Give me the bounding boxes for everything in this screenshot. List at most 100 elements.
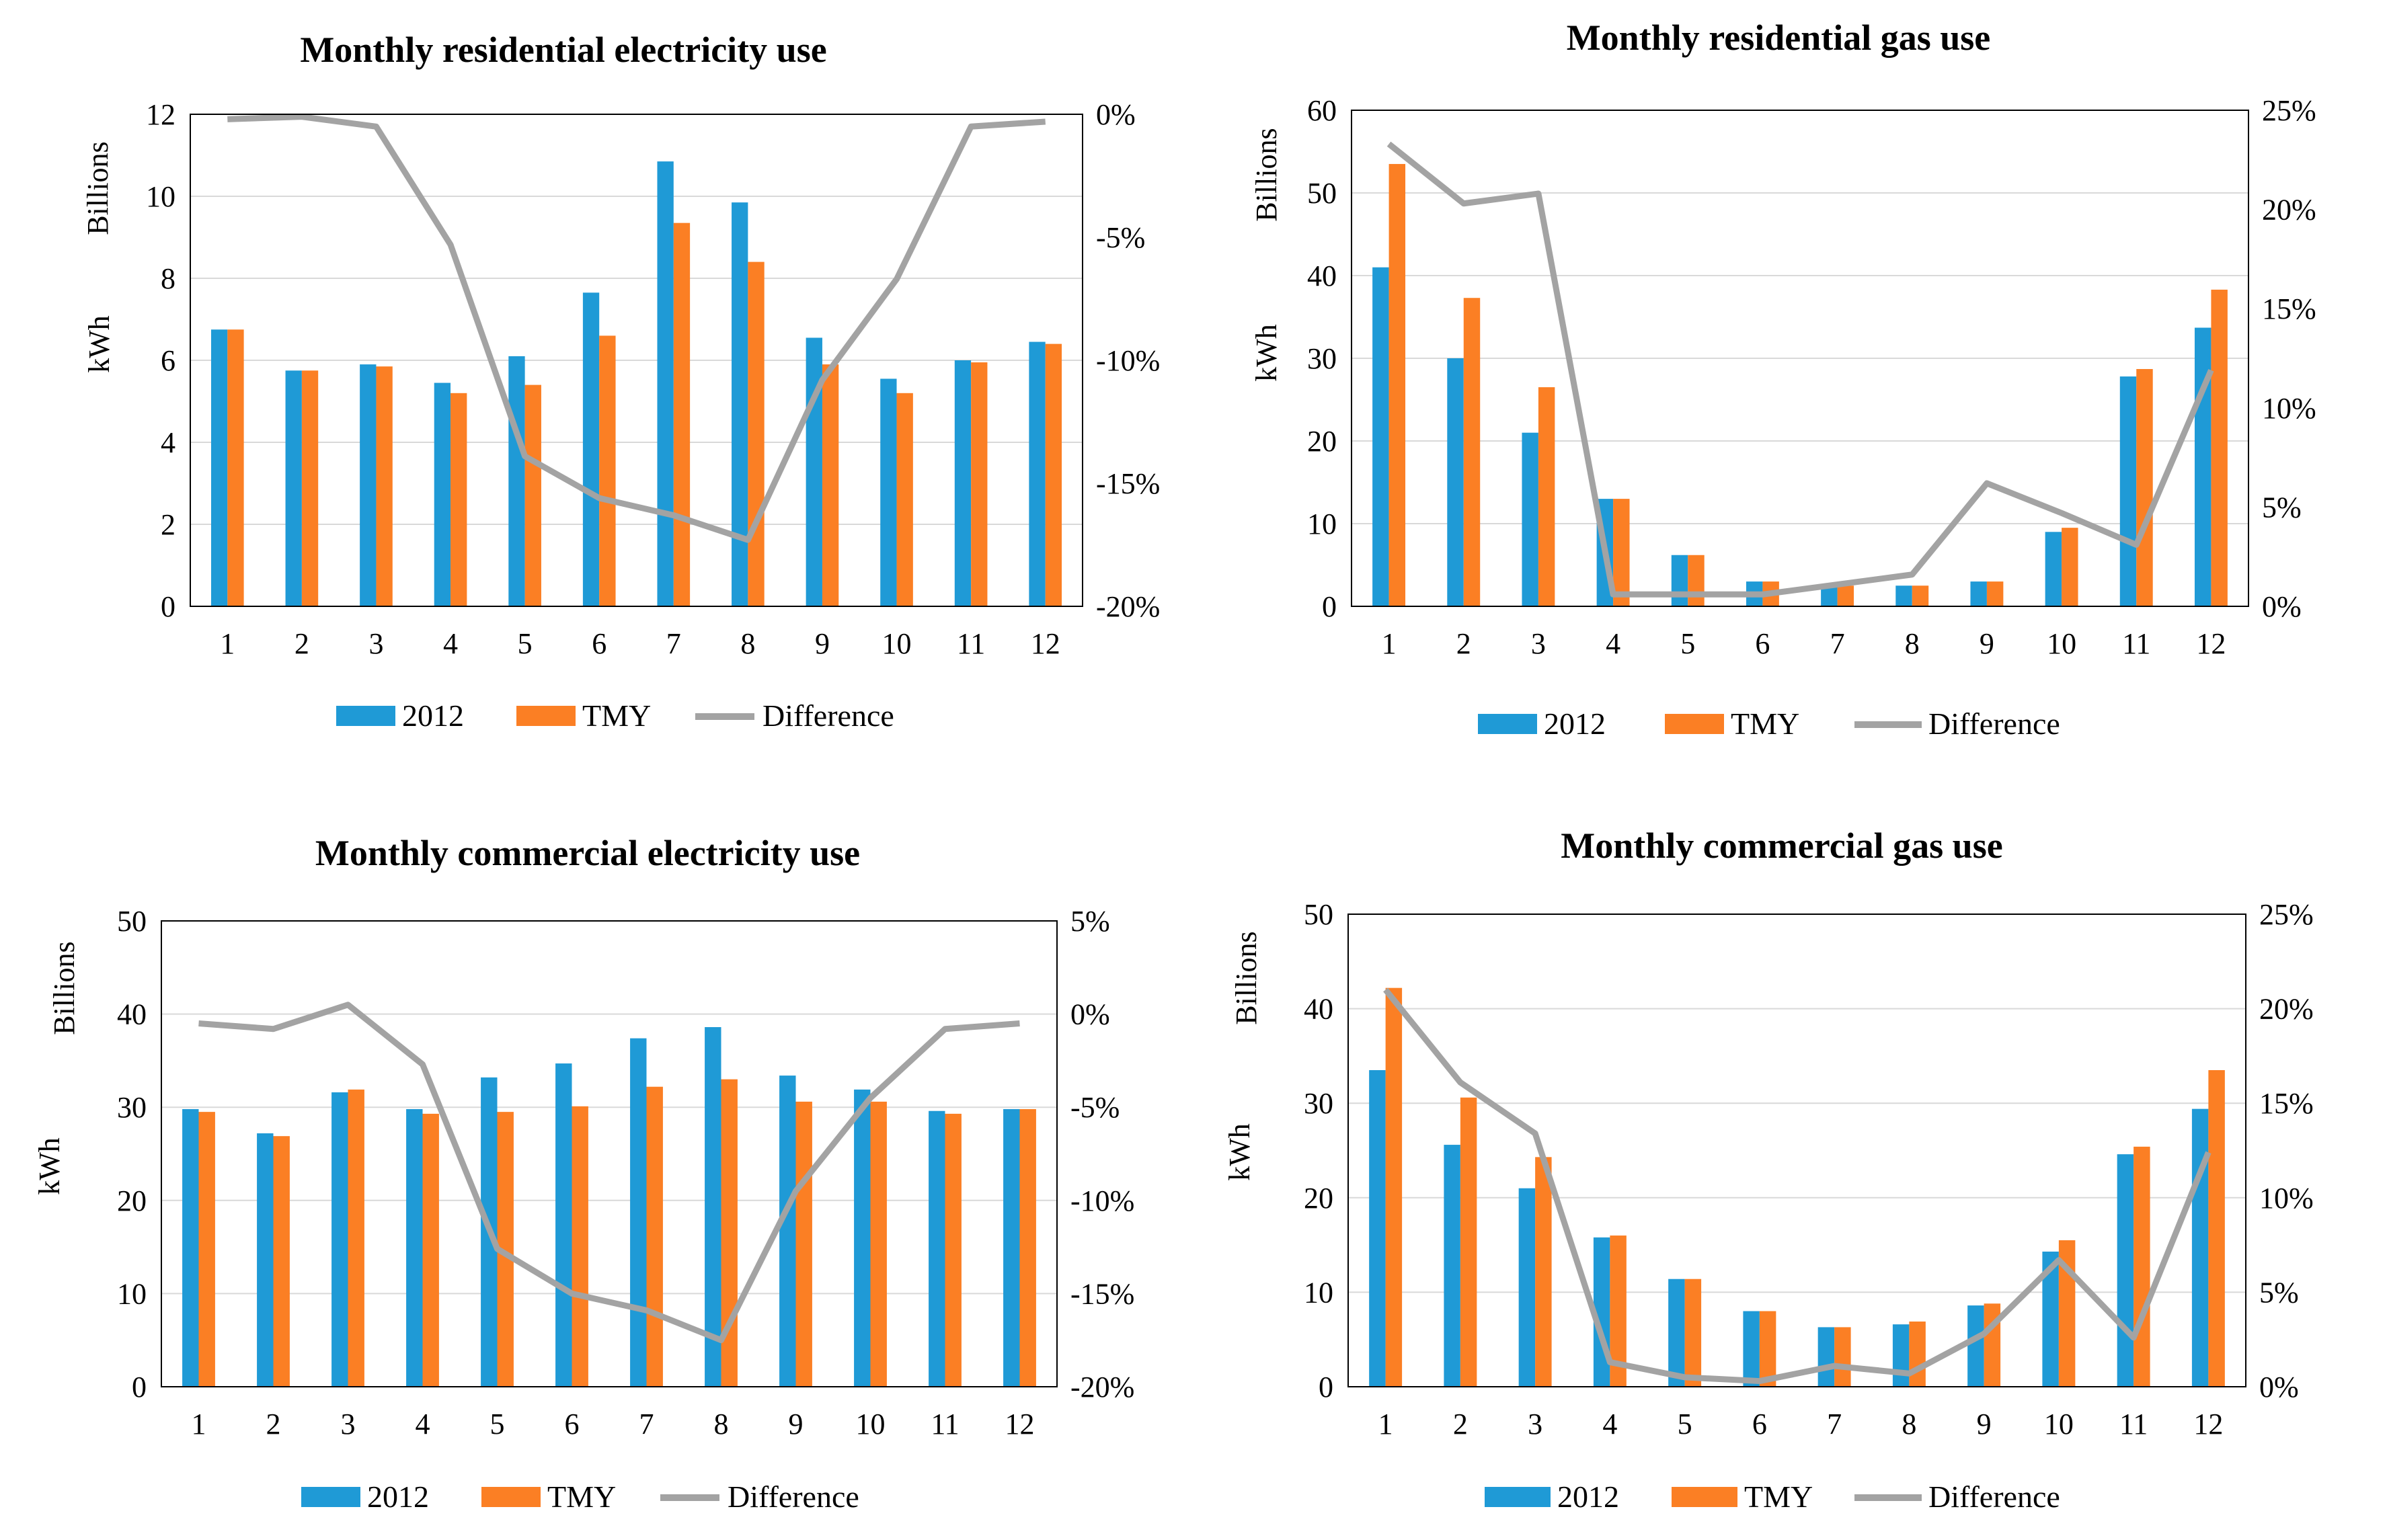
x-tick-label: 10 xyxy=(2044,1408,2074,1441)
x-tick-label: 5 xyxy=(490,1408,505,1441)
y2-tick-label: 10% xyxy=(2259,1182,2314,1215)
x-tick-label: 12 xyxy=(2196,627,2226,660)
x-tick-label: 1 xyxy=(192,1408,206,1441)
difference-line xyxy=(198,1002,1020,1344)
bar-2012 xyxy=(508,356,525,606)
bar-2012 xyxy=(657,161,674,606)
difference-line xyxy=(227,114,1046,543)
chart-commercial-electricity: Monthly commercial electricity use Billi… xyxy=(33,833,1134,1514)
y-axis-label: kWh xyxy=(83,315,116,373)
bar-tmy xyxy=(1759,1311,1776,1387)
x-tick-label: 2 xyxy=(1453,1408,1468,1441)
x-tick-label: 6 xyxy=(592,627,606,660)
x-tick-label: 1 xyxy=(1378,1408,1393,1441)
bar-tmy xyxy=(1986,581,2004,606)
x-tick-label: 4 xyxy=(1606,627,1620,660)
x-tick-label: 6 xyxy=(565,1408,580,1441)
legend-tmy-label: TMY xyxy=(1744,1480,1813,1514)
x-tick-label: 9 xyxy=(815,627,830,660)
legend-2012-label: 2012 xyxy=(367,1480,429,1514)
legend-tmy-swatch xyxy=(516,706,576,726)
x-tick-label: 7 xyxy=(666,627,681,660)
plot-border xyxy=(161,920,1058,1387)
legend: 2012 TMY Difference xyxy=(336,698,894,733)
y-tick-label: 0 xyxy=(1322,590,1337,623)
chart-title: Monthly residential gas use xyxy=(1567,17,1991,58)
bar-tmy xyxy=(524,384,541,606)
bar-tmy xyxy=(945,1113,962,1387)
bar-2012 xyxy=(1970,581,1987,606)
x-tick-label: 2 xyxy=(266,1408,281,1441)
bar-2012 xyxy=(1444,1145,1460,1387)
y2-tick-label: 0% xyxy=(2262,590,2302,623)
y-tick-label: 30 xyxy=(117,1091,147,1124)
y2-tick-label: 25% xyxy=(2262,94,2316,127)
bar-2012 xyxy=(182,1108,199,1387)
legend-tmy-label: TMY xyxy=(1731,706,1799,741)
y2-tick-label: -10% xyxy=(1070,1184,1134,1217)
bar-2012 xyxy=(360,364,377,606)
bar-tmy xyxy=(227,329,244,606)
x-tick-label: 10 xyxy=(882,627,912,660)
bar-2012 xyxy=(285,370,302,606)
bar-tmy xyxy=(1684,1279,1702,1387)
legend-2012-label: 2012 xyxy=(1557,1480,1619,1514)
bar-2012 xyxy=(705,1027,721,1387)
bar-tmy xyxy=(1045,343,1062,606)
bar-2012 xyxy=(2045,532,2062,606)
x-tick-label: 8 xyxy=(1905,627,1920,660)
bar-2012 xyxy=(1668,1279,1685,1387)
bar-tmy xyxy=(2211,289,2228,606)
x-tick-label: 6 xyxy=(1752,1408,1767,1441)
x-tick-label: 3 xyxy=(368,627,383,660)
y2-tick-label: 0% xyxy=(1096,98,1136,131)
bar-tmy xyxy=(376,366,393,606)
bar-tmy xyxy=(2134,1146,2150,1387)
bar-2012 xyxy=(1372,267,1389,606)
bar-2012 xyxy=(434,382,451,606)
bar-tmy xyxy=(1909,1321,1926,1387)
y2-tick-label: -5% xyxy=(1070,1091,1120,1124)
bar-2012 xyxy=(1029,341,1046,606)
x-tick-label: 5 xyxy=(1680,627,1695,660)
x-tick-label: 5 xyxy=(518,627,533,660)
bar-2012 xyxy=(806,337,822,606)
legend: 2012 TMY Difference xyxy=(1478,706,2060,741)
bar-tmy xyxy=(1385,987,1403,1387)
y-tick-label: 10 xyxy=(146,180,175,213)
chart-residential-gas: Monthly residential gas use Billions kWh… xyxy=(1250,17,2316,741)
bar-tmy xyxy=(896,393,913,606)
chart-title: Monthly commercial electricity use xyxy=(315,833,860,873)
x-tick-label: 10 xyxy=(2047,627,2076,660)
legend-difference-label: Difference xyxy=(1928,1480,2060,1514)
bar-2012 xyxy=(1671,555,1688,606)
bar-tmy xyxy=(1613,499,1630,606)
legend-tmy-swatch xyxy=(1665,714,1724,734)
bar-tmy xyxy=(1538,387,1555,606)
bar-tmy xyxy=(748,261,765,607)
bar-2012 xyxy=(1895,585,1912,606)
bar-2012 xyxy=(1817,1327,1835,1387)
bar-tmy xyxy=(1535,1157,1552,1387)
bar-2012 xyxy=(406,1108,423,1387)
bar-tmy xyxy=(646,1086,663,1387)
bar-2012 xyxy=(1447,358,1464,606)
x-tick-label: 9 xyxy=(1977,1408,1992,1441)
x-tick-label: 8 xyxy=(714,1408,729,1441)
x-tick-label: 10 xyxy=(856,1408,886,1441)
bar-tmy xyxy=(572,1106,588,1387)
bar-2012 xyxy=(929,1110,945,1387)
bar-2012 xyxy=(854,1089,871,1387)
legend-2012-label: 2012 xyxy=(402,698,464,733)
bar-tmy xyxy=(2208,1069,2225,1387)
y-tick-label: 30 xyxy=(1307,342,1337,375)
y-axis-label: kWh xyxy=(33,1137,66,1195)
y-tick-label: 50 xyxy=(117,905,147,938)
y-tick-label: 40 xyxy=(1307,259,1337,292)
y-unit-label: Billions xyxy=(1250,128,1283,221)
